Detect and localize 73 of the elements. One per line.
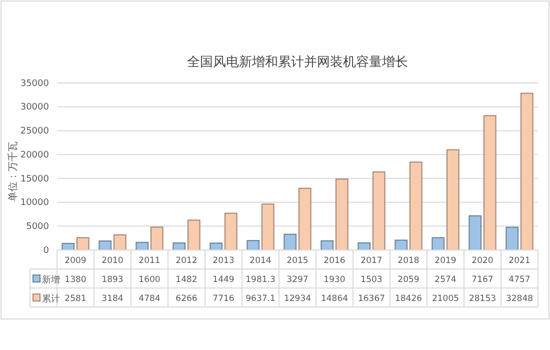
- data-label: 7716: [212, 294, 234, 304]
- data-label: 2574: [434, 275, 456, 285]
- data-label: 32848: [506, 294, 534, 304]
- data-label: 2581: [64, 294, 86, 304]
- bar: [483, 115, 496, 250]
- bar: [320, 240, 334, 250]
- x-tick-label: 2012: [176, 256, 198, 266]
- x-tick-label: 2019: [434, 256, 456, 266]
- y-tick-label: 35000: [20, 78, 50, 89]
- x-tick-label: 2021: [508, 256, 530, 266]
- legend-label: 新增: [42, 274, 60, 286]
- x-tick-label: 2009: [64, 256, 86, 266]
- bar: [372, 171, 386, 250]
- y-tick-label: 30000: [20, 102, 50, 113]
- bar: [446, 149, 460, 250]
- x-tick-label: 2017: [360, 256, 382, 266]
- x-tick-label: 2010: [102, 256, 124, 266]
- data-label: 1600: [138, 275, 160, 285]
- data-label: 6266: [176, 294, 198, 304]
- bar: [187, 220, 200, 250]
- data-label: 14864: [320, 294, 348, 304]
- bar: [224, 212, 238, 250]
- bar: [520, 92, 534, 250]
- bar: [394, 240, 408, 250]
- bar: [261, 204, 274, 250]
- y-tick-label: 0: [43, 246, 50, 256]
- bar: [150, 226, 164, 250]
- bar: [335, 178, 348, 250]
- bar: [246, 240, 260, 250]
- data-label: 9637.1: [246, 294, 276, 304]
- data-label: 1380: [64, 275, 86, 285]
- data-label: 1482: [176, 275, 198, 285]
- data-label: 21005: [432, 294, 460, 304]
- bar: [284, 234, 297, 250]
- x-tick-label: 2016: [324, 256, 346, 266]
- bar: [298, 188, 312, 250]
- bar: [409, 162, 422, 250]
- data-label: 1981.3: [246, 275, 276, 285]
- bar: [468, 215, 482, 250]
- bar: [432, 237, 445, 250]
- data-label: 28153: [468, 294, 496, 304]
- bar: [98, 240, 112, 250]
- data-label: 3184: [102, 294, 124, 304]
- data-label: 4757: [508, 275, 530, 285]
- chart-title: 全国风电新增和累计并网装机容量增长: [187, 54, 408, 70]
- data-label: 16367: [358, 294, 386, 304]
- y-tick-label: 25000: [20, 126, 50, 137]
- data-label: 1893: [102, 275, 124, 285]
- y-tick-label: 15000: [20, 174, 50, 184]
- x-tick-label: 2013: [212, 256, 234, 266]
- data-label: 4784: [138, 294, 160, 304]
- x-tick-label: 2014: [250, 256, 272, 266]
- bar: [210, 242, 223, 250]
- x-tick-label: 2015: [286, 256, 308, 266]
- x-tick-label: 2011: [138, 256, 160, 266]
- data-label: 3297: [286, 275, 308, 285]
- data-label: 1449: [212, 275, 234, 285]
- data-label: 18426: [394, 294, 422, 304]
- bar: [76, 237, 90, 250]
- data-label: 2059: [398, 275, 420, 285]
- bar: [113, 234, 126, 250]
- y-tick-label: 5000: [26, 222, 50, 232]
- x-tick-label: 2018: [398, 256, 420, 266]
- x-tick-label: 2020: [472, 256, 494, 266]
- data-label: 1930: [324, 275, 346, 285]
- data-label: 7167: [472, 275, 494, 285]
- bar: [506, 226, 519, 250]
- data-label: 12934: [284, 294, 312, 304]
- y-axis-title: 单位：万千瓦: [7, 142, 19, 202]
- legend-label: 累计: [42, 294, 60, 304]
- y-tick-label: 20000: [20, 150, 50, 160]
- y-tick-label: 10000: [20, 198, 50, 208]
- data-label: 1503: [360, 275, 382, 285]
